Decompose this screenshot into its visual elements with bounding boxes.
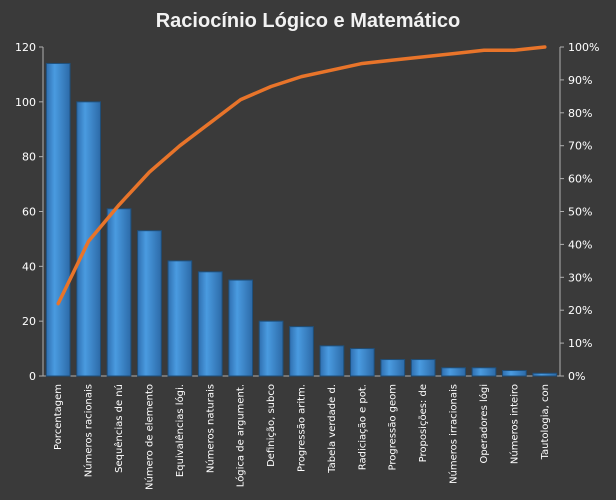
y-tick-label: 60 — [22, 206, 36, 219]
chart-title: Raciocínio Lógico e Matemático — [156, 10, 461, 32]
category-label: Porcentagem — [53, 384, 64, 450]
bar — [45, 62, 71, 377]
y-tick-label: 40 — [22, 260, 36, 273]
cumulative-percentage-line — [56, 45, 547, 306]
y2-tick-label: 40% — [568, 238, 592, 251]
category-label: Progressão aritm. — [297, 384, 308, 472]
bar — [441, 367, 466, 377]
cumulative-line — [56, 45, 547, 306]
category-label: Número de elemento — [143, 384, 155, 490]
bar — [197, 271, 223, 377]
bar — [502, 370, 527, 377]
tick-labels: 0 20 40 60 80 100 120 0% 10% 20% 30% 40% 50% 60% 70% 80… — [15, 41, 599, 490]
bar — [349, 348, 375, 377]
y2-tick-label: 30% — [568, 271, 592, 284]
category-label: Tautologia, con — [540, 384, 551, 460]
bar — [137, 230, 162, 377]
bar — [167, 260, 193, 377]
category-label: Tabela verdade d. — [327, 384, 338, 474]
y2-tick-label: 80% — [568, 107, 592, 120]
y2-tick-label: 100% — [568, 41, 599, 54]
y2-tick-label: 60% — [568, 173, 592, 186]
category-label: Definição, subco — [266, 384, 277, 467]
y2-tick-label: 0% — [568, 370, 585, 383]
bar — [380, 359, 406, 377]
category-label: Lógica de argument. — [235, 384, 247, 487]
y-tick-label: 120 — [15, 41, 36, 54]
y2-tick-label: 70% — [568, 140, 592, 153]
y-tick-label: 0 — [29, 370, 36, 383]
category-label: Proposições: de — [418, 384, 429, 462]
category-label: Radiciação e pot. — [357, 384, 368, 470]
y-tick-label: 100 — [15, 96, 36, 109]
bar — [319, 345, 345, 377]
bars — [45, 62, 558, 377]
category-label: Números inteiro — [508, 384, 520, 464]
category-label: Números naturais — [204, 384, 216, 473]
category-label: Números irracionais — [448, 384, 460, 484]
category-label: Sequências de nú — [113, 384, 125, 473]
y2-tick-label: 50% — [568, 206, 592, 219]
bar — [289, 326, 314, 377]
category-label: Números racionais — [83, 384, 95, 477]
y2-tick-label: 90% — [568, 74, 592, 87]
category-label: Operadores lógi — [478, 384, 490, 464]
category-label: Equivalências lógi. — [174, 384, 186, 477]
bar — [258, 320, 284, 377]
y2-tick-label: 10% — [568, 337, 592, 350]
bar — [471, 367, 497, 377]
bar — [532, 372, 558, 377]
y2-tick-label: 20% — [568, 304, 592, 317]
bar — [410, 359, 436, 377]
y-tick-label: 80 — [22, 151, 36, 164]
y-tick-label: 20 — [22, 315, 36, 328]
bar — [228, 279, 254, 377]
category-label: Progressão geom — [388, 384, 399, 470]
bar — [106, 208, 132, 377]
